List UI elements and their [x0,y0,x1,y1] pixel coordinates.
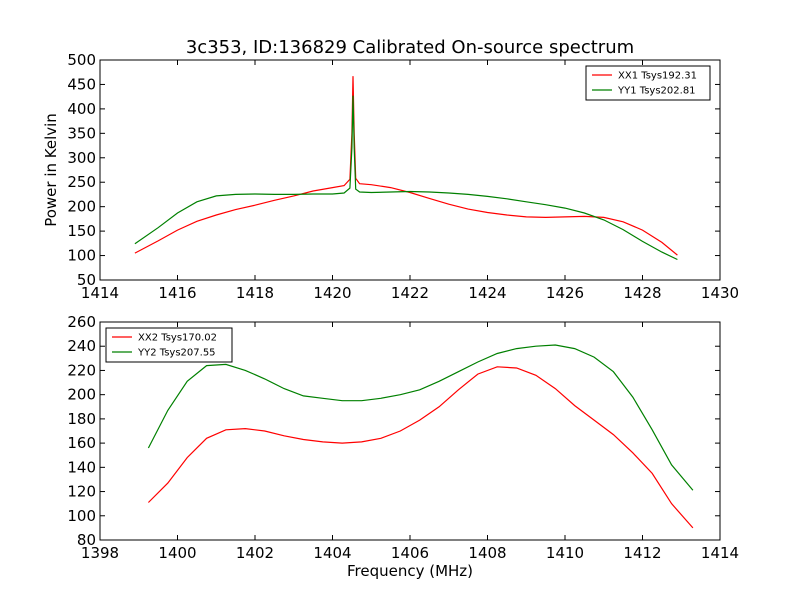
y-tick-label: 450 [67,75,96,93]
x-tick-label: 1430 [701,284,739,302]
series-line-xx2 [147,366,694,529]
series-line-yy2 [147,344,694,491]
x-tick-label: 1414 [701,544,739,562]
x-tick-label: 1420 [313,284,351,302]
y-tick-label: 250 [67,173,96,191]
legend-entry: YY2 Tsys207.55 [137,348,216,359]
y-tick-label: 300 [67,149,96,167]
y-axis-label: Power in Kelvin [42,113,60,227]
x-tick-label: 1406 [391,544,429,562]
x-tick-label: 1422 [391,284,429,302]
legend-box [105,327,233,363]
x-tick-label: 1426 [546,284,584,302]
y-tick-label: 220 [67,361,96,379]
legend-entry: YY1 Tsys202.81 [617,86,696,97]
x-tick-label: 1412 [623,544,661,562]
y-tick-label: 50 [77,271,96,289]
y-tick-label: 240 [67,337,96,355]
x-tick-label: 1424 [468,284,506,302]
x-tick-label: 1418 [236,284,274,302]
y-tick-label: 350 [67,124,96,142]
legend: XX2 Tsys170.02 YY2 Tsys207.55 [105,327,233,363]
x-tick-label: 1408 [468,544,506,562]
y-tick-label: 160 [67,434,96,452]
x-tick-label: 1398 [81,544,119,562]
legend: XX1 Tsys192.31 YY1 Tsys202.81 [585,65,711,101]
y-tick-label: 500 [67,51,96,69]
x-tick-label: 1410 [546,544,584,562]
y-tick-label: 200 [67,198,96,216]
legend-entry: XX1 Tsys192.31 [618,71,697,82]
series-line-xx1 [134,76,678,256]
y-tick-label: 120 [67,483,96,501]
y-tick-label: 180 [67,410,96,428]
x-tick-label: 1416 [158,284,196,302]
x-tick-label: 1402 [236,544,274,562]
series-line-yy1 [134,95,678,261]
y-tick-label: 100 [67,247,96,265]
x-tick-label: 1428 [623,284,661,302]
y-tick-label: 80 [77,531,96,549]
top-panel: 1414 1416 1418 1420 1422 1424 1426 1428 1430 50 10… [67,51,739,302]
x-tick-label: 1414 [81,284,119,302]
y-tick-label: 400 [67,100,96,118]
x-tick-label: 1400 [158,544,196,562]
x-tick-label: 1404 [313,544,351,562]
y-tick-label: 140 [67,458,96,476]
legend-entry: XX2 Tsys170.02 [138,333,217,344]
chart-title: 3c353, ID:136829 Calibrated On-source sp… [186,37,634,58]
legend-box [585,65,711,101]
y-tick-label: 100 [67,507,96,525]
y-tick-label: 150 [67,222,96,240]
y-tick-label: 200 [67,386,96,404]
x-axis-label: Frequency (MHz) [347,562,473,580]
y-tick-label: 260 [67,313,96,331]
bottom-panel: 1398 1400 1402 1404 1406 1408 1410 1412 1414 80 10… [67,313,739,562]
